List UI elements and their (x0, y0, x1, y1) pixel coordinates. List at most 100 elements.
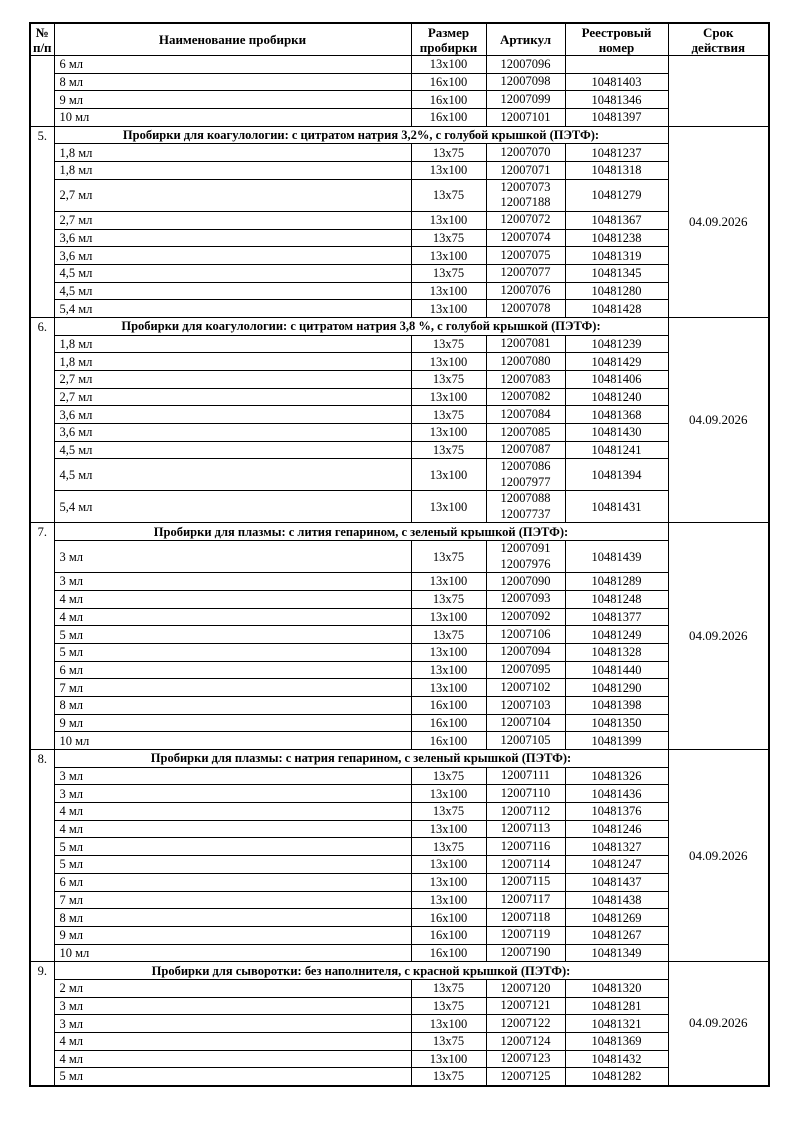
row-article-cell: 12007082 (485, 387, 566, 407)
row-registry-cell: 10481437 (564, 872, 669, 892)
row-registry-cell: 10481328 (564, 642, 669, 662)
row-size-cell: 13x100 (410, 161, 487, 180)
row-registry-cell: 10481439 (564, 540, 669, 574)
row-registry-cell (564, 55, 669, 74)
row-registry-cell: 10481397 (564, 108, 669, 127)
row-registry-cell: 10481431 (564, 490, 669, 524)
row-article-cell: 12007088 12007737 (485, 490, 566, 524)
row-registry-cell: 10481269 (564, 908, 669, 927)
section-number-cell: 9. (29, 961, 55, 1087)
validity-cell: 04.09.2026 (667, 316, 770, 524)
table-row: 4 мл 13x100 12007092 10481377 (30, 607, 769, 627)
table-row: 4 мл 13x75 12007093 10481248 (30, 589, 769, 609)
table-row: 7 мл 13x100 12007102 10481290 (30, 678, 769, 697)
table-row: 10 мл 16x100 12007105 10481399 (30, 731, 769, 750)
row-name-cell: 3,6 мл (53, 423, 412, 442)
row-registry-cell: 10481367 (564, 210, 669, 230)
row-registry-cell: 10481267 (564, 925, 669, 945)
table-row: 1,8 мл 13x75 12007070 10481237 (30, 143, 769, 163)
table-row: 2 мл 13x75 12007120 10481320 (30, 978, 769, 998)
row-size-cell: 13x100 (410, 678, 487, 697)
row-name-cell: 2,7 мл (53, 387, 412, 407)
row-article-cell: 12007104 (485, 713, 566, 733)
row-registry-cell: 10481281 (564, 996, 669, 1016)
row-registry-cell: 10481320 (564, 978, 669, 998)
row-name-cell: 6 мл (53, 660, 412, 680)
row-name-cell: 4 мл (53, 819, 412, 839)
row-size-cell: 13x75 (410, 440, 487, 460)
row-registry-cell: 10481436 (564, 784, 669, 804)
row-article-cell: 12007119 (485, 925, 566, 945)
row-article-cell: 12007099 (485, 90, 566, 110)
row-article-cell: 12007098 (485, 72, 566, 92)
row-article-cell: 12007076 (485, 281, 566, 301)
row-size-cell: 13x75 (410, 1067, 487, 1087)
row-registry-cell: 10481438 (564, 890, 669, 910)
table-row: 4,5 мл 13x100 12007076 10481280 (30, 281, 769, 301)
row-name-cell: 10 мл (53, 943, 412, 963)
section-header-row: 7. Пробирки для плазмы: с лития гепарином… (29, 522, 770, 750)
section-title-cell: Пробирки для плазмы: с лития гепарином, … (53, 522, 669, 542)
row-registry-cell: 10481246 (564, 819, 669, 839)
row-article-cell: 12007113 (485, 819, 566, 839)
row-article-cell: 12007083 (485, 370, 566, 389)
section-number-cell: 7. (29, 522, 55, 750)
row-size-cell: 13x100 (410, 299, 487, 318)
row-registry-cell: 10481376 (564, 802, 669, 821)
row-article-cell: 12007077 (485, 263, 566, 283)
row-size-cell: 13x75 (410, 405, 487, 425)
row-article-cell: 12007124 (485, 1032, 566, 1051)
row-registry-cell: 10481289 (564, 572, 669, 591)
row-size-cell: 13x100 (410, 1014, 487, 1033)
table-row: 5,4 мл 13x100 12007078 10481428 (30, 299, 769, 318)
row-article-cell: 12007092 (485, 607, 566, 627)
table-row: 4,5 мл 13x75 12007077 10481345 (30, 263, 769, 283)
row-article-cell: 12007114 (485, 855, 566, 874)
header-validity: Срок действия (667, 22, 770, 56)
section-header-row: 8. Пробирки для плазмы: с натрия гепарино… (29, 748, 770, 963)
row-registry-cell: 10481368 (564, 405, 669, 425)
row-article-cell: 12007096 (485, 55, 566, 74)
row-article-cell: 12007094 (485, 642, 566, 662)
table-row: 3 мл 13x75 12007111 10481326 (30, 766, 769, 786)
table-row: 3 мл 13x100 12007090 10481289 (30, 572, 769, 591)
table-row: 9 мл 16x100 12007104 10481350 (30, 713, 769, 733)
row-name-cell: 7 мл (53, 890, 412, 910)
row-registry-cell: 10481346 (564, 90, 669, 110)
row-name-cell: 3,6 мл (53, 228, 412, 248)
validity-cell: 04.09.2026 (667, 961, 770, 1087)
row-article-cell: 12007081 (485, 334, 566, 354)
row-name-cell: 5 мл (53, 625, 412, 644)
row-article-cell: 12007086 12007977 (485, 458, 566, 492)
row-registry-cell: 10481318 (564, 161, 669, 180)
table-row: 9 мл 16x100 12007119 10481267 (30, 925, 769, 945)
row-size-cell: 13x100 (410, 55, 487, 74)
row-registry-cell: 10481280 (564, 281, 669, 301)
row-registry-cell: 10481247 (564, 855, 669, 874)
table-row: 6 мл 13x100 12007096 (29, 55, 770, 127)
table-row: 3 мл 13x75 12007121 10481281 (30, 996, 769, 1016)
row-size-cell: 13x100 (410, 490, 487, 524)
table-row: 4 мл 13x75 12007124 10481369 (30, 1032, 769, 1051)
table-row: 3 мл 13x100 12007110 10481436 (30, 784, 769, 804)
row-registry-cell: 10481282 (564, 1067, 669, 1087)
table-row: 5 мл 13x75 12007116 10481327 (30, 837, 769, 857)
row-article-cell: 12007122 (485, 1014, 566, 1033)
validity-cell: 04.09.2026 (667, 748, 770, 963)
row-registry-cell: 10481327 (564, 837, 669, 857)
table-row: 4,5 мл 13x100 12007086 12007977 10481394 (30, 458, 769, 492)
row-article-cell: 12007120 (485, 978, 566, 998)
table-row: 8 мл 16x100 12007098 10481403 (30, 72, 769, 92)
row-name-cell: 4,5 мл (53, 281, 412, 301)
row-registry-cell: 10481290 (564, 678, 669, 697)
row-name-cell: 3 мл (53, 572, 412, 591)
header-size: Размер пробирки (410, 22, 487, 56)
row-registry-cell: 10481399 (564, 731, 669, 750)
row-name-cell: 8 мл (53, 72, 412, 92)
row-article-cell: 12007110 (485, 784, 566, 804)
row-article-cell: 12007080 (485, 352, 566, 371)
row-size-cell: 13x75 (410, 178, 487, 212)
table-row: 5,4 мл 13x100 12007088 12007737 10481431 (30, 490, 769, 524)
table-row: 4,5 мл 13x75 12007087 10481241 (30, 440, 769, 460)
row-article-cell: 12007075 (485, 246, 566, 265)
